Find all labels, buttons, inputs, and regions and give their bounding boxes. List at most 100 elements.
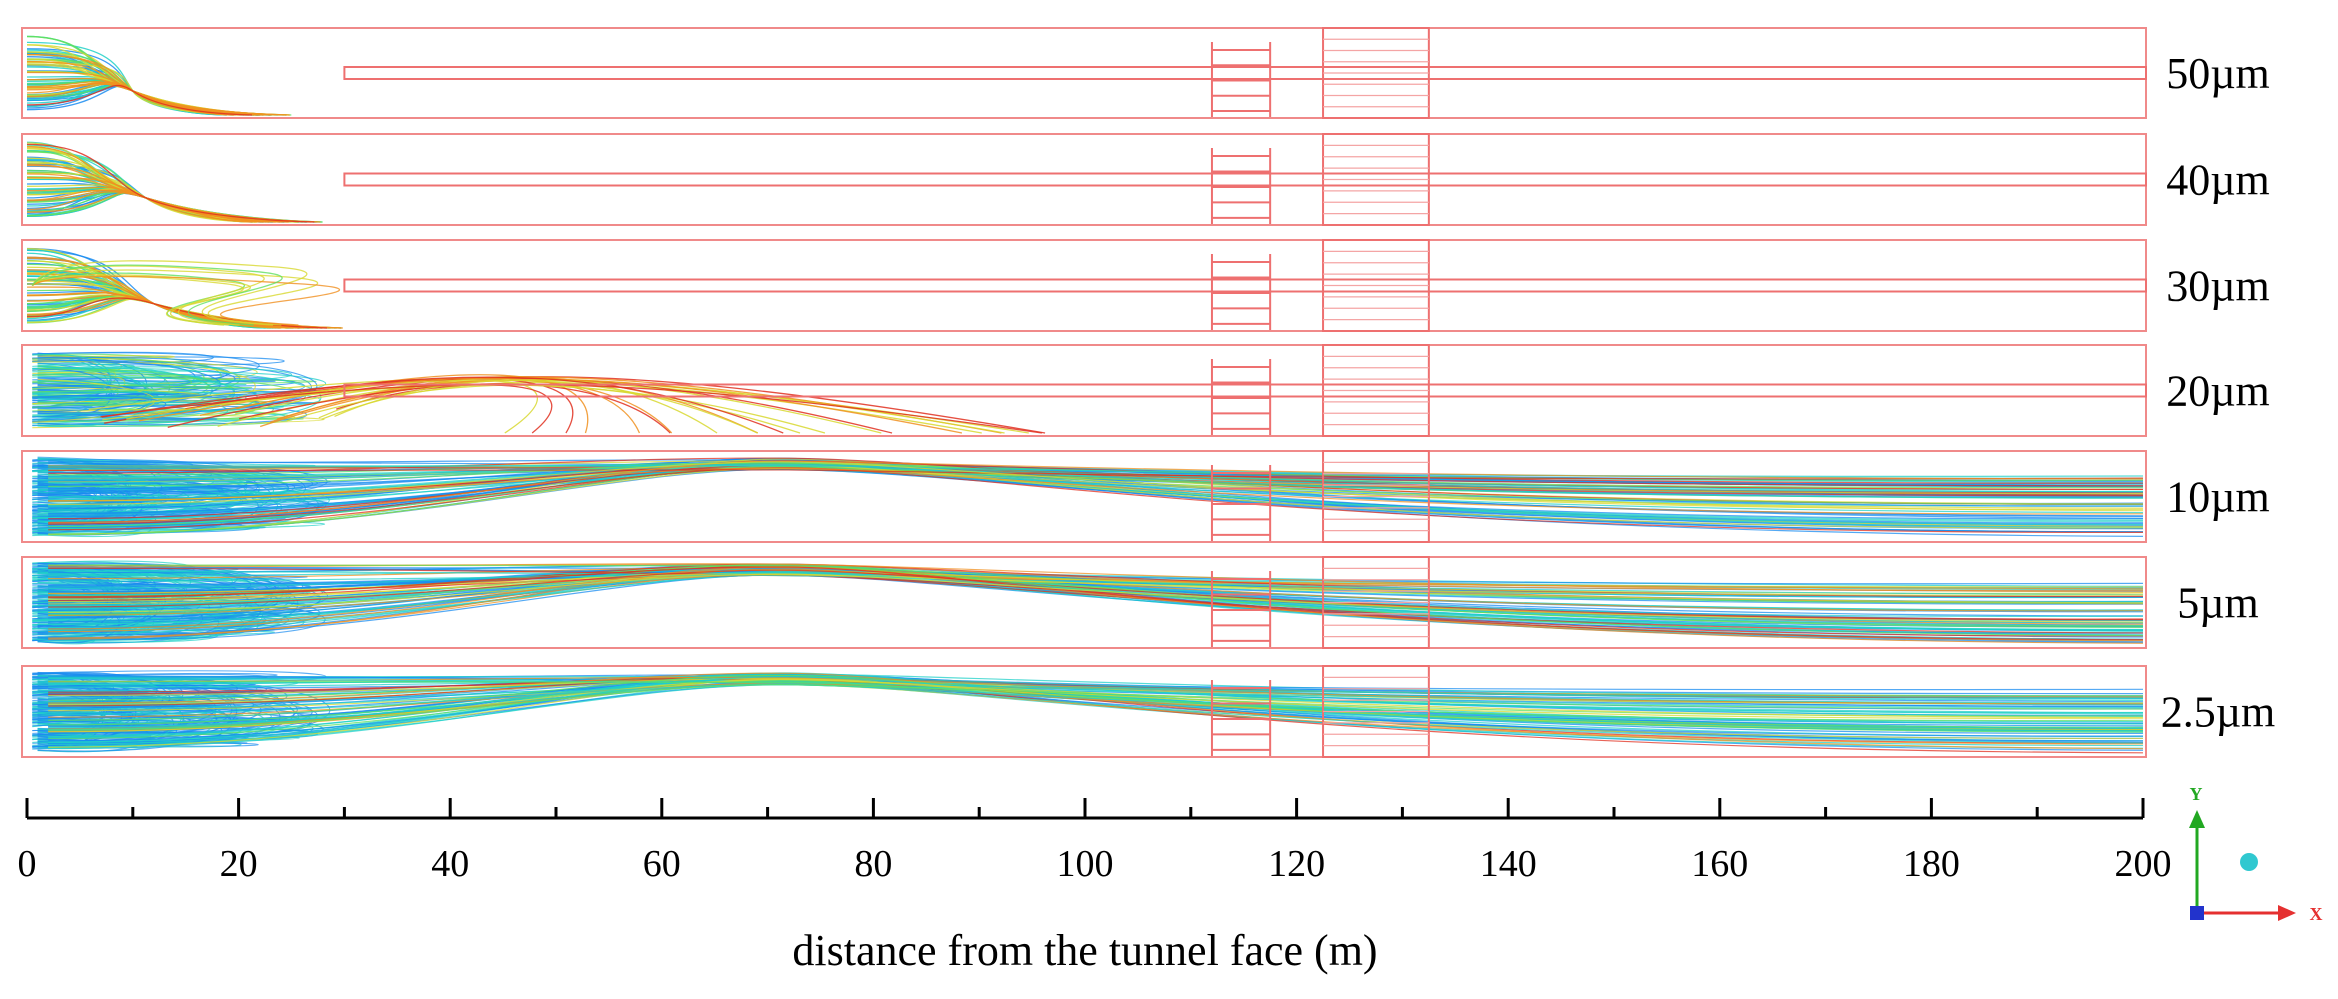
tunnel-frame <box>21 27 2147 119</box>
triad-y-label: Y <box>2190 784 2203 804</box>
streamline <box>48 674 2144 733</box>
x-axis-title: distance from the tunnel face (m) <box>792 926 1377 975</box>
streamline <box>48 463 2144 511</box>
streamline <box>32 628 218 643</box>
streamline <box>48 464 2144 529</box>
x-tick-label: 140 <box>1480 843 1537 885</box>
streamlines <box>26 35 292 116</box>
streamline <box>334 379 882 434</box>
triad-origin-icon <box>2190 906 2204 920</box>
streamline <box>48 684 2144 731</box>
panel-2: 30µm <box>21 239 2270 332</box>
particle-size-label: 20µm <box>2166 367 2270 416</box>
streamlines <box>32 560 2144 645</box>
streamline <box>48 672 2144 750</box>
streamline <box>32 395 167 414</box>
x-tick-label: 100 <box>1057 843 1114 885</box>
x-tick-label: 60 <box>643 843 681 885</box>
streamline <box>26 147 269 223</box>
tunnel-frame <box>21 450 2147 543</box>
streamline <box>48 573 2144 623</box>
tunnel-frame <box>21 665 2147 758</box>
streamline <box>31 260 308 326</box>
streamline <box>31 265 265 326</box>
panels: 50µm 40µm 30µm 20µm 10µm 5µm 2.5µm <box>21 27 2276 758</box>
x-tick-label: 120 <box>1268 843 1325 885</box>
streamline <box>32 377 276 385</box>
x-tick-label: 20 <box>220 843 258 885</box>
streamline <box>48 680 2144 726</box>
streamline <box>26 297 328 329</box>
streamline <box>48 563 2144 628</box>
streamline <box>48 676 2144 746</box>
streamlines <box>32 351 1046 434</box>
ventilation-duct <box>343 66 2147 80</box>
streamline <box>32 398 284 416</box>
streamline <box>48 672 2144 744</box>
streamline <box>32 380 247 389</box>
streamline <box>48 457 2144 505</box>
x-tick-label: 180 <box>1903 843 1960 885</box>
panel-1: 40µm <box>21 133 2270 226</box>
streamline <box>48 461 2144 511</box>
streamline <box>26 143 315 223</box>
sphere-icon <box>2240 853 2258 871</box>
streamline <box>31 269 319 326</box>
panel-5: 5µm <box>21 556 2259 649</box>
ventilation-duct <box>343 278 2147 293</box>
x-axis: 0 20 40 60 80 100 120 140 160 180 200 distance fro… <box>18 798 2172 975</box>
streamline <box>126 379 758 434</box>
x-tick-label: 200 <box>2115 843 2172 885</box>
x-tick-label: 160 <box>1691 843 1748 885</box>
streamline <box>48 569 2144 620</box>
x-tick-label: 0 <box>18 843 37 885</box>
streamlines <box>32 456 2144 538</box>
streamline <box>48 467 2144 515</box>
streamline <box>31 264 283 326</box>
streamline <box>32 382 252 393</box>
streamline <box>48 566 2144 641</box>
ventilation-duct <box>343 383 2147 398</box>
streamline <box>48 572 2144 625</box>
streamline <box>32 415 218 423</box>
streamline <box>31 275 341 326</box>
x-axis-ticks: 0 20 40 60 80 100 120 140 160 180 200 <box>18 798 2172 885</box>
streamline <box>101 377 893 434</box>
particle-size-label: 2.5µm <box>2161 688 2276 737</box>
streamline <box>48 468 2144 480</box>
streamline <box>32 366 292 383</box>
streamline <box>48 458 2144 536</box>
particle-size-label: 5µm <box>2177 579 2259 628</box>
tunnel-frame <box>21 239 2147 332</box>
coordinate-triad: Y X <box>2189 784 2323 924</box>
triad-y-arrowhead <box>2189 810 2205 828</box>
streamline <box>48 571 2144 639</box>
streamlines <box>26 247 343 329</box>
tunnel-frame <box>21 133 2147 226</box>
tunnel-frame <box>21 556 2147 649</box>
triad-x-label: X <box>2310 904 2323 924</box>
x-tick-label: 40 <box>431 843 469 885</box>
streamline <box>31 274 251 326</box>
panel-4: 10µm <box>21 450 2270 543</box>
ventilation-duct <box>343 172 2147 187</box>
streamline <box>48 674 2144 714</box>
x-tick-label: 80 <box>854 843 892 885</box>
particle-size-label: 40µm <box>2166 156 2270 205</box>
streamline <box>185 376 784 434</box>
streamline <box>32 459 306 518</box>
streamline <box>48 460 2144 524</box>
streamlines <box>26 141 323 223</box>
streamline <box>48 565 2144 644</box>
panel-0: 50µm <box>21 27 2270 119</box>
panel-6: 2.5µm <box>21 665 2276 758</box>
streamline <box>32 391 182 399</box>
particle-size-label: 30µm <box>2166 262 2270 311</box>
streamline <box>48 466 2144 528</box>
streamline <box>32 378 156 423</box>
streamline <box>32 599 326 640</box>
streamline <box>26 84 252 116</box>
streamlines <box>32 670 2144 754</box>
panel-3: 20µm <box>21 344 2270 437</box>
particle-size-label: 50µm <box>2166 49 2270 98</box>
